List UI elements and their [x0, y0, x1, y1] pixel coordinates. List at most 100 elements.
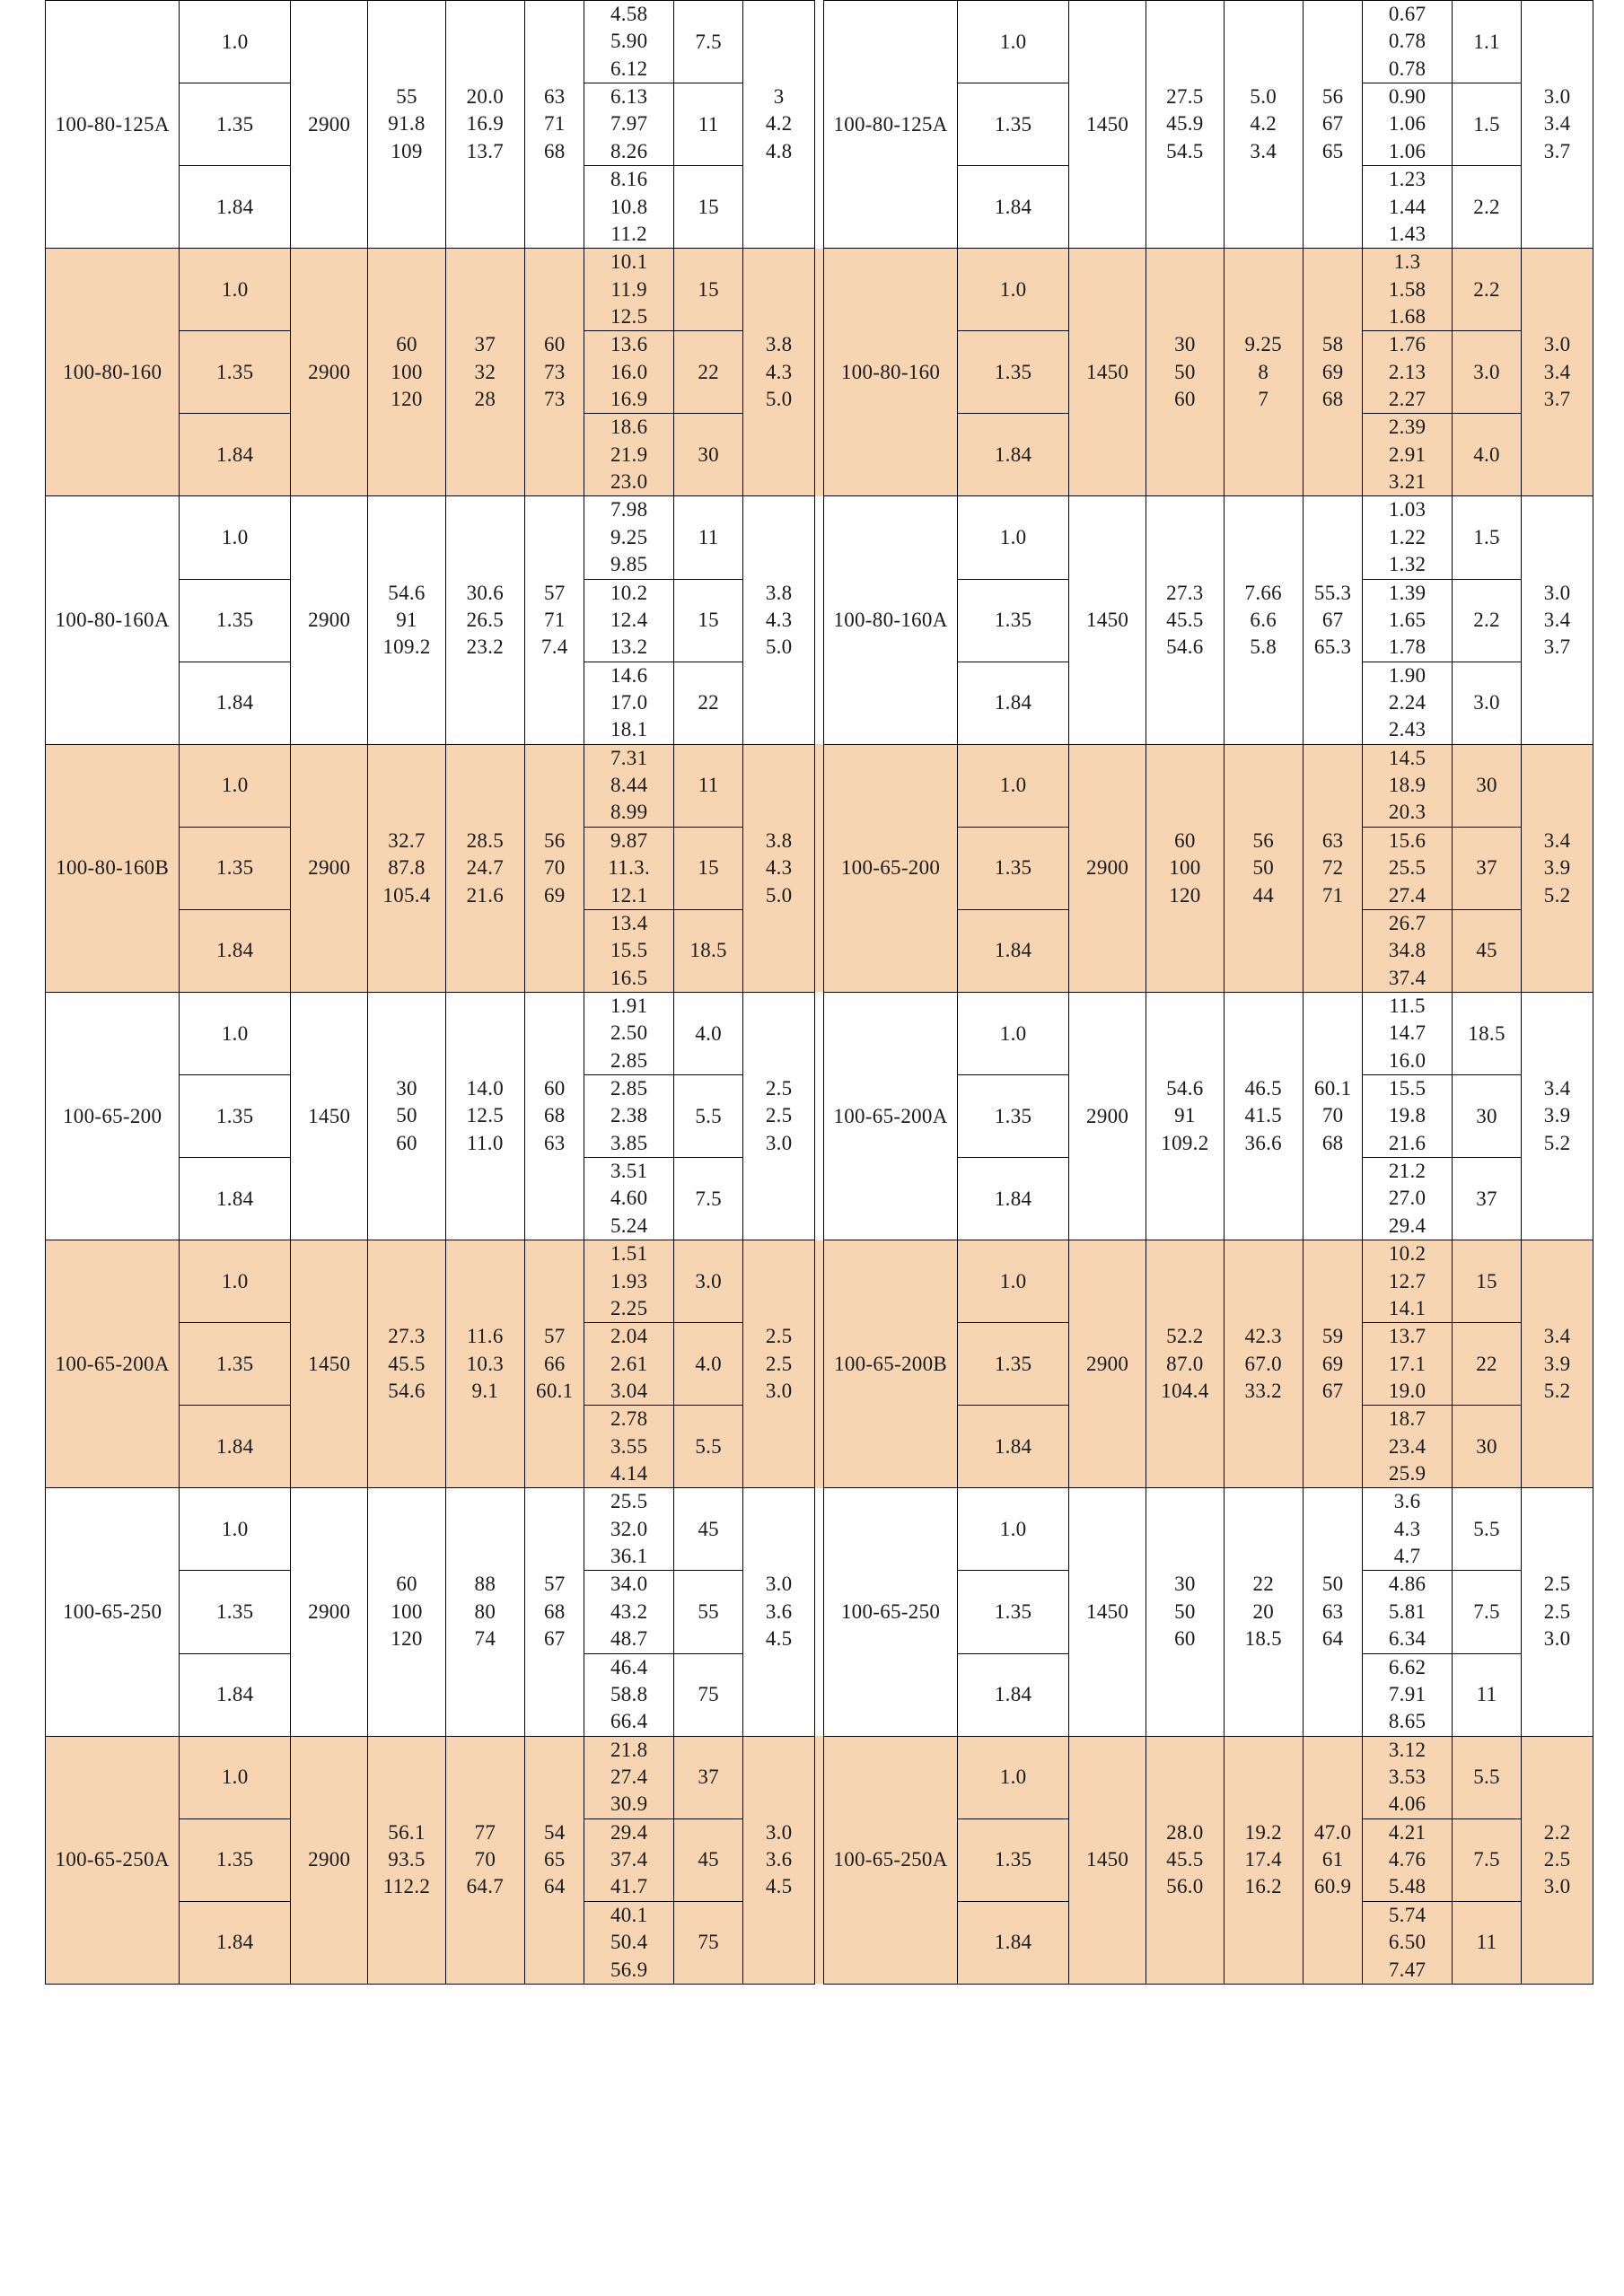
stacked-value: 3	[773, 85, 785, 109]
stacked-value: 4.58	[610, 3, 648, 25]
stacked-value: 19.0	[1388, 1379, 1426, 1402]
table-row: 1.84 8.16 10.8 11.2 15 1.84 1.23 1.44 1.43 2.2	[46, 165, 1593, 250]
shaft-power-stack-right: 13.7 17.1 19.0	[1362, 1322, 1453, 1407]
stacked-value: 54	[543, 1820, 566, 1844]
stacked-value: 16.0	[1388, 1048, 1426, 1072]
motor-power-cell-right: 4.0	[1451, 413, 1523, 497]
stacked-value: 9.1	[471, 1379, 499, 1402]
npsh-stack-right: 2.5 2.5 3.0	[1521, 1487, 1593, 1737]
stacked-value: 3.7	[1543, 635, 1571, 659]
stacked-value: 9.85	[610, 553, 648, 576]
flow-multiplier-cell-left: 1.0	[179, 743, 292, 828]
efficiency-stack-left: 60 73 73	[524, 248, 585, 497]
head-stack-right: 42.3 67.0 33.2	[1223, 1240, 1304, 1489]
stacked-value: 27.3	[388, 1325, 426, 1348]
stacked-value: 3.4	[1543, 828, 1571, 852]
flow-stack-right: 27.5 45.9 54.5	[1146, 0, 1225, 250]
stacked-value: 28.0	[1166, 1820, 1204, 1844]
table-row: 1.35 10.2 12.4 13.2 15 1.35 1.39 1.65 1.78 2.2	[46, 578, 1593, 662]
stacked-value: 68	[543, 139, 566, 162]
stacked-value: 18.6	[610, 416, 648, 439]
flow-multiplier-cell-right: 1.35	[957, 83, 1070, 167]
stacked-value: 16.9	[610, 388, 648, 411]
stacked-value: 10.2	[1388, 1242, 1426, 1266]
stacked-value: 34.0	[610, 1573, 648, 1596]
motor-power-cell-left: 15	[672, 826, 744, 910]
stacked-value: 67	[1321, 608, 1344, 631]
stacked-value: 27.3	[1166, 581, 1204, 604]
stacked-value: 69	[543, 883, 566, 907]
stacked-value: 68	[1321, 1131, 1344, 1154]
stacked-value: 60.1	[1313, 1077, 1352, 1100]
stacked-value: 36.1	[610, 1545, 648, 1568]
stacked-value: 18.9	[1388, 774, 1426, 797]
stacked-value: 2.5	[1543, 1848, 1571, 1871]
flow-multiplier-cell-right: 1.0	[957, 1487, 1070, 1572]
shaft-power-stack-right: 3.12 3.53 4.06	[1362, 1735, 1453, 1819]
stacked-value: 2.50	[610, 1021, 648, 1045]
table-row: 1.84 3.51 4.60 5.24 7.5 1.84 21.2 27.0 29.4 37	[46, 1157, 1593, 1241]
stacked-value: 21.6	[466, 883, 505, 907]
stacked-value: 63	[543, 85, 566, 109]
head-stack-left: 30.6 26.5 23.2	[444, 495, 526, 745]
shaft-power-stack-left: 46.4 58.8 66.4	[584, 1652, 674, 1737]
stacked-value: 7.4	[540, 635, 568, 659]
stacked-value: 54.6	[388, 581, 426, 604]
stacked-value: 2.78	[610, 1407, 648, 1431]
stacked-value: 2.38	[610, 1104, 648, 1127]
flow-multiplier-cell-right: 1.35	[957, 1322, 1070, 1407]
shaft-power-stack-left: 29.4 37.4 41.7	[584, 1818, 674, 1902]
model-cell-left: 100-65-250	[44, 1487, 180, 1737]
stacked-value: 69	[1321, 1352, 1344, 1375]
stacked-value: 100	[391, 1599, 423, 1623]
stacked-value: 66.4	[610, 1710, 648, 1733]
table-row: 1.35 13.6 16.0 16.9 22 1.35 1.76 2.13 2.27 3.0	[46, 330, 1593, 415]
flow-multiplier-cell-left: 1.35	[179, 578, 292, 662]
stacked-value: 74	[474, 1627, 496, 1651]
model-cell-left: 100-65-250A	[44, 1735, 180, 1985]
flow-multiplier-cell-left: 1.84	[179, 413, 292, 497]
stacked-value: 11.5	[1389, 994, 1426, 1017]
motor-power-cell-left: 4.0	[672, 991, 744, 1076]
flow-stack-left: 60 100 120	[367, 1487, 446, 1737]
model-cell-right: 100-80-125A	[822, 0, 959, 250]
half-divider	[813, 0, 824, 249]
motor-power-cell-right: 5.5	[1451, 1487, 1523, 1572]
head-stack-left: 77 70 64.7	[444, 1735, 526, 1985]
stacked-value: 15.6	[1388, 828, 1426, 852]
stacked-value: 57	[543, 581, 566, 604]
stacked-value: 60	[396, 1131, 417, 1154]
stacked-value: 11.3.	[608, 856, 650, 880]
table-row: 1.84 13.4 15.5 16.5 18.5 1.84 26.7 34.8 37.4 45	[46, 908, 1593, 993]
stacked-value: 3.55	[610, 1434, 648, 1458]
shaft-power-stack-left: 14.6 17.0 18.1	[584, 661, 674, 745]
flow-stack-left: 54.6 91 109.2	[367, 495, 446, 745]
npsh-stack-right: 3.4 3.9 5.2	[1521, 991, 1593, 1241]
motor-power-cell-right: 3.0	[1451, 330, 1523, 415]
flow-multiplier-cell-left: 1.84	[179, 1157, 292, 1241]
stacked-value: 3.0	[765, 1379, 793, 1402]
shaft-power-stack-right: 2.39 2.91 3.21	[1362, 413, 1453, 497]
stacked-value: 48.7	[610, 1627, 648, 1651]
stacked-value: 60	[396, 333, 417, 356]
stacked-value: 65.3	[1313, 635, 1352, 659]
stacked-value: 3.0	[1543, 1627, 1571, 1651]
rpm-cell-right: 2900	[1068, 743, 1147, 993]
stacked-value: 13.2	[610, 635, 648, 659]
table-row: 100-80-160 1.0 2900 60 100 120 37 32 28 60 73 73 10.…	[44, 248, 1593, 497]
stacked-value: 18.5	[1244, 1627, 1282, 1651]
flow-stack-left: 32.7 87.8 105.4	[367, 743, 446, 993]
efficiency-stack-left: 60 68 63	[524, 991, 585, 1241]
flow-multiplier-cell-left: 1.0	[179, 991, 292, 1076]
model-cell-left: 100-80-125A	[44, 0, 180, 250]
stacked-value: 6.6	[1250, 608, 1277, 631]
stacked-value: 3.9	[1543, 1352, 1571, 1375]
shaft-power-stack-left: 13.4 15.5 16.5	[584, 908, 674, 993]
stacked-value: 22	[1252, 1573, 1275, 1596]
stacked-value: 27.4	[1388, 883, 1426, 907]
stacked-value: 30.6	[466, 581, 505, 604]
flow-multiplier-cell-left: 1.35	[179, 826, 292, 910]
shaft-power-stack-right: 15.5 19.8 21.6	[1362, 1074, 1453, 1159]
shaft-power-stack-right: 14.5 18.9 20.3	[1362, 743, 1453, 828]
